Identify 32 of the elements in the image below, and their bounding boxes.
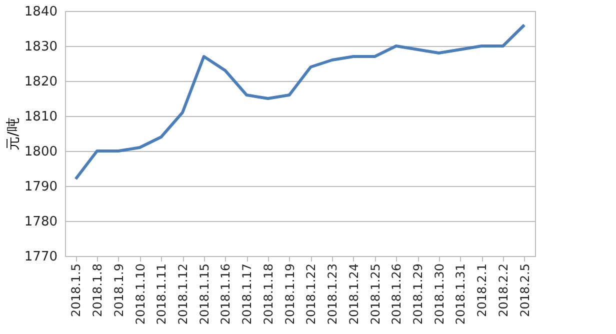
x-tick-label: 2018.1.24 — [346, 264, 361, 325]
x-tick-label: 2018.1.23 — [326, 264, 340, 325]
y-tick-label: 1840 — [24, 4, 58, 20]
x-tick-label: 2018.1.5 — [69, 264, 84, 317]
x-tick-label: 2018.1.17 — [240, 264, 254, 325]
x-tick-label: 2018.1.15 — [197, 264, 212, 325]
y-tick-label: 1810 — [24, 110, 58, 124]
x-tick-label: 2018.1.10 — [133, 264, 148, 325]
x-tick-label: 2018.2.1 — [475, 264, 490, 317]
line-series — [74, 24, 526, 180]
y-tick-label: 1780 — [24, 214, 58, 230]
x-tick-label: 2018.1.25 — [368, 264, 382, 325]
x-tick-label: 2018.2.5 — [518, 264, 532, 317]
x-tick-label: 2018.1.30 — [432, 264, 446, 325]
y-tick-label: 1770 — [24, 250, 58, 264]
x-tick-label: 2018.1.8 — [90, 264, 105, 317]
x-tick-label: 2018.2.2 — [496, 264, 510, 317]
x-tick-label: 2018.1.18 — [261, 264, 276, 325]
x-tick-label: 2018.1.12 — [176, 264, 190, 325]
x-tick-label: 2018.1.31 — [454, 264, 468, 325]
y-tick-label: 1790 — [24, 180, 58, 194]
x-tick-label: 2018.1.9 — [112, 264, 126, 317]
x-tick-label: 2018.1.19 — [282, 264, 297, 325]
x-tick-label: 2018.1.11 — [154, 264, 169, 325]
y-tick-label: 1800 — [24, 144, 58, 160]
x-tick-label: 2018.1.26 — [390, 264, 404, 325]
x-tick-label: 2018.1.16 — [218, 264, 233, 325]
y-axis-title: 元/吨 — [5, 118, 22, 150]
y-tick-label: 1820 — [24, 74, 58, 90]
x-tick-label: 2018.1.29 — [411, 264, 425, 325]
x-tick-label: 2018.1.22 — [304, 264, 318, 325]
y-tick-label: 1830 — [24, 40, 58, 54]
